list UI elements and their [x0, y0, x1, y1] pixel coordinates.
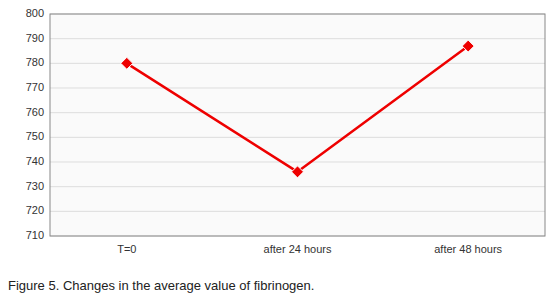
y-tick-label: 720 [26, 204, 44, 216]
series-line [127, 46, 468, 172]
x-tick-label: after 24 hours [264, 243, 332, 255]
point [292, 166, 304, 178]
grid-line [50, 211, 545, 212]
grid-line [50, 186, 545, 187]
x-tick-label: T=0 [117, 243, 136, 255]
y-tick-label: 780 [26, 56, 44, 68]
y-tick-label: 710 [26, 229, 44, 241]
grid-line [50, 112, 545, 113]
y-tick-label: 770 [26, 81, 44, 93]
point [121, 57, 133, 69]
y-tick-label: 790 [26, 32, 44, 44]
y-tick-label: 740 [26, 155, 44, 167]
y-tick-label: 750 [26, 130, 44, 142]
plot-frame [50, 14, 545, 236]
series-group [121, 40, 474, 178]
grid-line [50, 38, 545, 39]
point [462, 40, 474, 52]
chart: 710 720 730 740 750 760 770 780 790 800 T=0 after 2… [0, 0, 558, 308]
x-tick-label: after 48 hours [434, 243, 502, 255]
y-tick-label: 760 [26, 106, 44, 118]
grid-line [50, 88, 545, 89]
caption: Figure 5. Changes in the average value o… [8, 278, 314, 293]
plot-area [50, 14, 545, 236]
y-tick-label: 730 [26, 180, 44, 192]
y-tick-label: 800 [26, 7, 44, 19]
grid-line [50, 162, 545, 163]
grid-line [50, 137, 545, 138]
